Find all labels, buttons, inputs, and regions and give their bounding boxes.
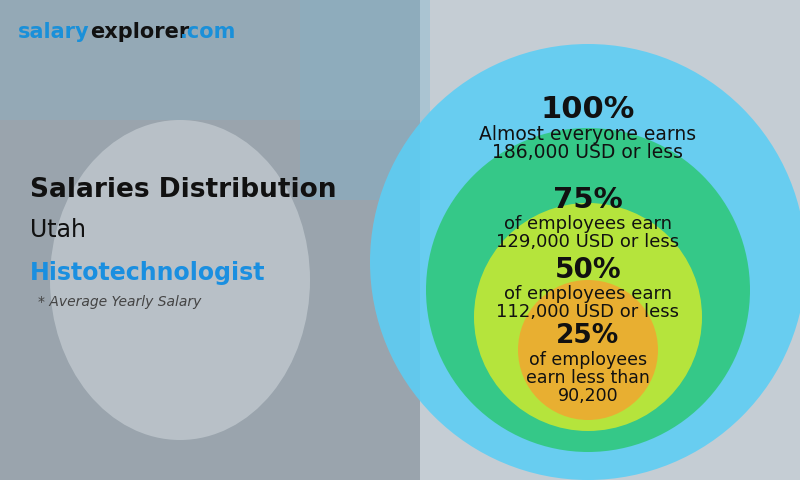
Bar bbox=[0, 0, 420, 480]
Text: of employees earn: of employees earn bbox=[504, 285, 672, 303]
Text: salary: salary bbox=[18, 22, 90, 42]
Text: Salaries Distribution: Salaries Distribution bbox=[30, 177, 337, 203]
Text: 112,000 USD or less: 112,000 USD or less bbox=[497, 303, 679, 321]
Text: Histotechnologist: Histotechnologist bbox=[30, 261, 266, 285]
Circle shape bbox=[370, 44, 800, 480]
Circle shape bbox=[426, 128, 750, 452]
Text: explorer: explorer bbox=[90, 22, 190, 42]
Bar bbox=[0, 0, 420, 120]
Text: .com: .com bbox=[180, 22, 236, 42]
Text: 90,200: 90,200 bbox=[558, 387, 618, 405]
Text: 50%: 50% bbox=[554, 256, 622, 284]
Circle shape bbox=[518, 280, 658, 420]
Text: 100%: 100% bbox=[541, 96, 635, 124]
Text: 186,000 USD or less: 186,000 USD or less bbox=[493, 143, 683, 161]
Circle shape bbox=[474, 203, 702, 431]
Text: 25%: 25% bbox=[556, 323, 620, 349]
Text: Utah: Utah bbox=[30, 218, 86, 242]
Bar bbox=[420, 0, 800, 480]
Text: * Average Yearly Salary: * Average Yearly Salary bbox=[38, 295, 202, 309]
Bar bbox=[300, 0, 430, 200]
Text: Almost everyone earns: Almost everyone earns bbox=[479, 124, 697, 144]
Ellipse shape bbox=[50, 120, 310, 440]
Text: 75%: 75% bbox=[553, 186, 623, 214]
Text: of employees: of employees bbox=[529, 351, 647, 369]
Text: earn less than: earn less than bbox=[526, 369, 650, 387]
Text: 129,000 USD or less: 129,000 USD or less bbox=[497, 233, 679, 251]
Text: of employees earn: of employees earn bbox=[504, 215, 672, 233]
